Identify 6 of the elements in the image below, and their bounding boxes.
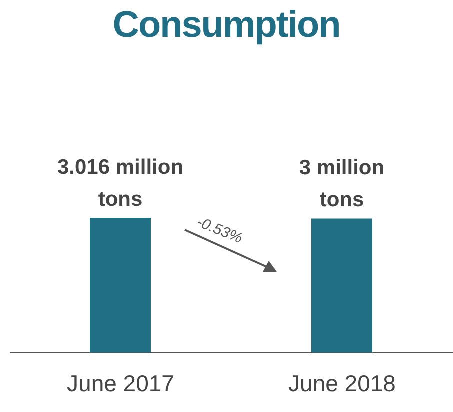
x-tick-label: June 2018 [288,370,396,396]
x-tick-label: June 2017 [67,370,174,396]
annotation: -0.53% [194,214,245,248]
chart-title: Consumption [112,4,342,46]
data-label: 3 million tons [299,156,385,212]
data-label: 3.016 million tons [57,156,184,211]
